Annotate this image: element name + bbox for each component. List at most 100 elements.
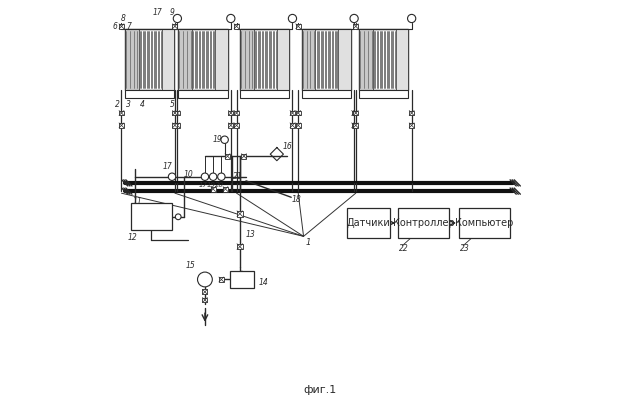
Bar bbox=[347, 208, 390, 238]
Bar bbox=[240, 29, 289, 90]
Text: 17: 17 bbox=[163, 162, 173, 171]
Bar bbox=[296, 24, 301, 29]
Bar bbox=[172, 123, 177, 128]
Circle shape bbox=[175, 214, 181, 219]
Bar bbox=[172, 24, 177, 29]
Circle shape bbox=[408, 14, 416, 23]
Text: 19: 19 bbox=[212, 135, 222, 144]
Circle shape bbox=[218, 173, 225, 180]
Text: 19: 19 bbox=[207, 182, 216, 188]
Bar bbox=[162, 29, 174, 90]
Bar bbox=[351, 123, 356, 128]
Text: 17: 17 bbox=[153, 8, 163, 17]
Bar bbox=[119, 24, 124, 29]
Bar bbox=[237, 211, 243, 217]
Bar bbox=[301, 90, 351, 98]
Bar bbox=[237, 244, 243, 249]
Bar bbox=[125, 90, 174, 98]
Text: 14: 14 bbox=[259, 278, 268, 287]
Circle shape bbox=[201, 173, 209, 180]
Bar bbox=[409, 111, 414, 115]
Text: 8: 8 bbox=[121, 14, 126, 23]
Circle shape bbox=[168, 173, 176, 180]
Text: 2: 2 bbox=[115, 100, 120, 109]
Text: 4: 4 bbox=[140, 100, 145, 109]
Bar bbox=[178, 90, 228, 98]
Bar bbox=[296, 123, 301, 128]
Text: 3: 3 bbox=[127, 100, 131, 109]
Bar bbox=[178, 29, 228, 90]
Text: 1: 1 bbox=[306, 238, 311, 247]
Bar bbox=[301, 29, 351, 90]
Bar bbox=[125, 29, 174, 90]
Bar bbox=[215, 29, 228, 90]
Text: 18: 18 bbox=[291, 195, 301, 204]
Circle shape bbox=[227, 14, 235, 23]
Circle shape bbox=[289, 14, 296, 23]
Bar bbox=[351, 111, 356, 115]
Circle shape bbox=[198, 272, 212, 287]
Bar bbox=[125, 29, 139, 90]
Bar bbox=[459, 208, 510, 238]
Bar bbox=[225, 154, 230, 159]
Bar bbox=[396, 29, 408, 90]
Bar bbox=[398, 208, 449, 238]
Bar bbox=[359, 29, 373, 90]
Bar bbox=[290, 123, 295, 128]
Text: 23: 23 bbox=[460, 244, 470, 253]
Bar bbox=[409, 123, 414, 128]
Bar bbox=[223, 187, 228, 192]
Text: 16: 16 bbox=[282, 142, 292, 151]
Bar bbox=[175, 111, 180, 115]
Bar bbox=[359, 90, 408, 98]
Bar bbox=[234, 123, 239, 128]
Text: 9: 9 bbox=[170, 8, 175, 17]
Bar bbox=[202, 298, 207, 302]
Bar bbox=[211, 187, 216, 192]
Bar bbox=[301, 29, 316, 90]
Bar bbox=[228, 123, 233, 128]
Text: Контроллер: Контроллер bbox=[393, 218, 454, 228]
Text: Датчики: Датчики bbox=[346, 218, 390, 228]
Bar bbox=[119, 123, 124, 128]
Text: 17: 17 bbox=[198, 182, 207, 188]
Bar bbox=[202, 289, 207, 294]
Bar bbox=[290, 111, 295, 115]
Bar bbox=[230, 271, 254, 288]
Text: 10: 10 bbox=[184, 170, 193, 179]
Bar bbox=[241, 154, 246, 159]
Bar bbox=[353, 123, 358, 128]
Bar bbox=[296, 111, 301, 115]
Bar bbox=[240, 90, 289, 98]
Text: 21: 21 bbox=[233, 172, 243, 181]
Bar bbox=[175, 123, 180, 128]
Bar bbox=[359, 29, 408, 90]
Text: 6: 6 bbox=[112, 22, 117, 31]
Text: 15: 15 bbox=[186, 261, 195, 270]
Circle shape bbox=[173, 14, 182, 23]
Bar bbox=[228, 111, 233, 115]
Bar bbox=[339, 29, 351, 90]
Text: 5: 5 bbox=[170, 100, 175, 109]
Bar bbox=[131, 203, 172, 230]
Bar bbox=[277, 29, 289, 90]
Bar bbox=[219, 277, 224, 282]
Bar bbox=[119, 111, 124, 115]
Bar bbox=[353, 111, 358, 115]
Circle shape bbox=[350, 14, 358, 23]
Bar bbox=[178, 29, 192, 90]
Text: фиг.1: фиг.1 bbox=[303, 386, 337, 395]
Text: 7: 7 bbox=[127, 22, 131, 31]
Circle shape bbox=[209, 173, 217, 180]
Bar bbox=[172, 111, 177, 115]
Bar bbox=[353, 24, 358, 29]
Bar bbox=[234, 24, 239, 29]
Bar bbox=[234, 111, 239, 115]
Text: 13: 13 bbox=[245, 230, 255, 239]
Circle shape bbox=[221, 136, 228, 143]
Text: 20: 20 bbox=[215, 182, 224, 188]
Bar bbox=[240, 29, 253, 90]
Text: 11: 11 bbox=[132, 197, 142, 206]
Text: Компьютер: Компьютер bbox=[456, 218, 514, 228]
Text: 12: 12 bbox=[128, 233, 138, 242]
